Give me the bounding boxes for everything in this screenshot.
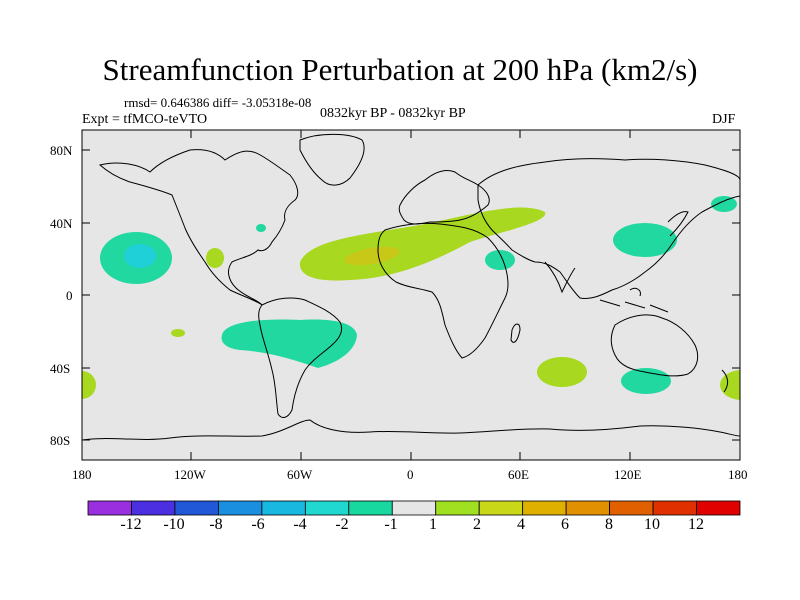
colorbar-label: -2 xyxy=(335,516,349,533)
anomaly-mexico xyxy=(206,248,224,268)
anomaly-south-indian xyxy=(537,357,587,387)
colorbar-box xyxy=(478,500,524,516)
anomaly-arabia xyxy=(485,250,515,270)
colorbar-label: 12 xyxy=(688,516,704,533)
coast-madagascar xyxy=(510,323,521,343)
plot-title: Streamfunction Perturbation at 200 hPa (… xyxy=(102,52,698,87)
colorbar-label: -10 xyxy=(163,516,185,533)
coast-south-america xyxy=(258,297,343,418)
anomaly-north-pacific-core xyxy=(124,244,156,268)
coast-antarctica xyxy=(82,419,740,441)
colorbar-label: -4 xyxy=(293,516,307,533)
anomaly-florida xyxy=(256,224,266,232)
lon-label-120w: 120W xyxy=(174,467,206,482)
colorbar-label: 8 xyxy=(605,516,613,533)
colorbar-box xyxy=(217,500,263,516)
lon-ticks xyxy=(190,130,631,460)
lat-label-80n: 80N xyxy=(50,143,73,158)
colorbar-box xyxy=(652,500,697,516)
coastlines xyxy=(82,133,740,441)
stats-text: rmsd= 0.646386 diff= -3.05318e-08 xyxy=(124,95,312,110)
colorbar-box xyxy=(435,500,480,516)
coast-europe xyxy=(398,169,490,225)
colorbar-label: 2 xyxy=(473,516,481,533)
colorbar-box xyxy=(87,500,132,516)
lon-label-120e: 120E xyxy=(614,467,642,482)
coast-indonesia xyxy=(599,287,669,313)
coast-asia xyxy=(477,158,740,299)
anomaly-east-asia xyxy=(613,223,677,257)
colorbar-label: 10 xyxy=(644,516,660,533)
colorbar-label: 1 xyxy=(429,516,437,533)
anomaly-south-atlantic xyxy=(221,319,357,368)
lon-label-0: 0 xyxy=(407,467,414,482)
coast-new-zealand xyxy=(721,369,729,393)
colorbar-label: -12 xyxy=(120,516,142,533)
experiment-label: Expt = tfMCO-teVTO xyxy=(82,112,208,127)
anomaly-pacific-south xyxy=(171,329,185,337)
colorbar-label: -6 xyxy=(251,516,265,533)
map-background xyxy=(82,130,740,460)
colorbar-box xyxy=(261,500,306,516)
lon-label-180e: 180 xyxy=(728,467,748,482)
anomaly-africa-core xyxy=(344,246,400,266)
lat-label-40s: 40S xyxy=(50,361,71,376)
anomaly-layer xyxy=(82,196,740,400)
lat-label-0: 0 xyxy=(66,288,73,303)
lat-label-80s: 80S xyxy=(50,433,71,448)
colorbar-box xyxy=(696,500,741,516)
lat-ticks xyxy=(82,149,740,441)
colorbar-box xyxy=(174,500,219,516)
colorbar-label: 6 xyxy=(561,516,569,533)
coast-greenland xyxy=(299,133,365,186)
coast-japan xyxy=(667,211,689,237)
colorbar xyxy=(87,500,741,516)
colorbar-label: 4 xyxy=(517,516,525,533)
anomaly-north-pacific-east xyxy=(711,196,737,212)
coast-north-america xyxy=(98,149,299,306)
colorbar-box xyxy=(304,500,350,516)
lon-label-180w: 180 xyxy=(72,467,92,482)
period-label: 0832kyr BP - 0832kyr BP xyxy=(320,106,466,121)
lat-label-40n: 40N xyxy=(50,216,73,231)
colorbar-box xyxy=(565,500,611,516)
coast-india xyxy=(544,261,576,294)
colorbar-box xyxy=(522,500,567,516)
colorbar-label: -1 xyxy=(384,516,398,533)
colorbar-box xyxy=(391,500,437,516)
coast-africa xyxy=(377,222,509,359)
colorbar-box xyxy=(348,500,393,516)
anomaly-west-edge xyxy=(82,371,96,399)
lon-label-60e: 60E xyxy=(508,467,529,482)
season-label: DJF xyxy=(712,112,736,127)
lon-label-60w: 60W xyxy=(287,467,313,482)
anomaly-east-edge xyxy=(720,370,740,400)
colorbar-label: -8 xyxy=(209,516,223,533)
coast-australia xyxy=(610,314,699,377)
colorbar-box xyxy=(609,500,654,516)
colorbar-box xyxy=(131,500,176,516)
